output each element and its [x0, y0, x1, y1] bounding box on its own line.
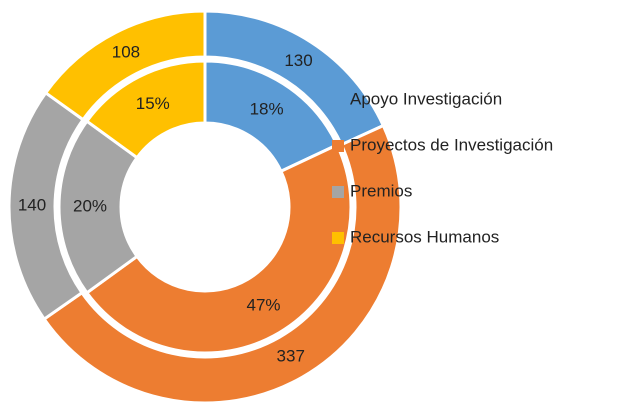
data-label: 18% [250, 99, 284, 118]
legend-label: Apoyo Investigación [350, 89, 502, 108]
doughnut-segment [84, 59, 207, 160]
doughnut-segment [43, 9, 207, 122]
data-label: 337 [277, 347, 305, 366]
data-label: 130 [284, 51, 312, 70]
legend-label: Recursos Humanos [350, 227, 499, 246]
legend-label: Premios [350, 181, 412, 200]
data-label: 20% [73, 196, 107, 215]
legend-marker [332, 186, 344, 198]
legend-marker [332, 140, 344, 152]
doughnut-segment [57, 119, 140, 295]
legend-label: Proyectos de Investigación [350, 135, 553, 154]
doughnut-segment [84, 142, 353, 355]
legend-marker [332, 232, 344, 244]
doughnut-segment [42, 123, 403, 405]
data-label: 15% [136, 94, 170, 113]
data-label: 108 [112, 43, 140, 62]
data-label: 47% [247, 295, 281, 314]
legend-marker [332, 94, 344, 106]
data-label: 140 [18, 195, 46, 214]
